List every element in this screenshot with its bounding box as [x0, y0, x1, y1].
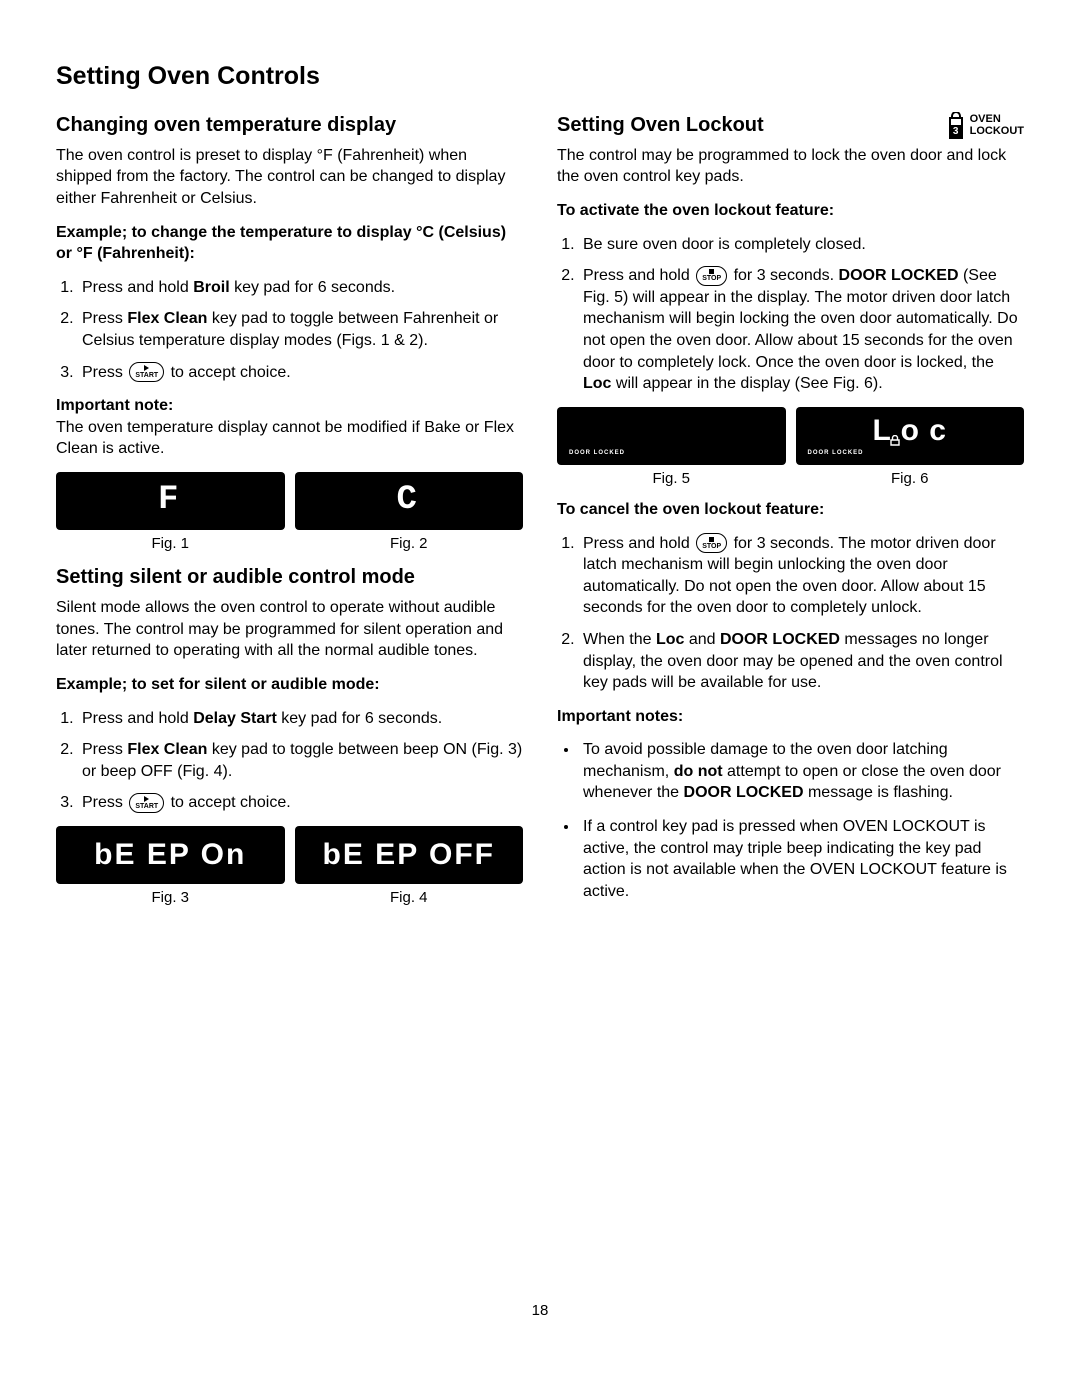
heading-silent-mode: Setting silent or audible control mode: [56, 564, 523, 591]
important-notes-label: Important notes:: [557, 706, 1024, 728]
display-beep-on: bE EP On: [56, 826, 285, 884]
page-title: Setting Oven Controls: [56, 60, 1024, 94]
fig-1-2-row: F Fig. 1 C Fig. 2: [56, 472, 523, 554]
silent-example-label: Example; to set for silent or audible mo…: [56, 674, 523, 696]
activate-steps: Be sure oven door is completely closed. …: [557, 234, 1024, 395]
temp-step-1: Press and hold Broil key pad for 6 secon…: [78, 277, 523, 299]
fig-3-4-row: bE EP On Fig. 3 bE EP OFF Fig. 4: [56, 826, 523, 908]
display-beep-off: bE EP OFF: [295, 826, 524, 884]
badge-text: OVEN LOCKOUT: [970, 113, 1024, 137]
display-door-locked: DOOR LOCKED: [557, 407, 786, 465]
cancel-label: To cancel the oven lockout feature:: [557, 499, 1024, 521]
lockout-intro: The control may be programmed to lock th…: [557, 145, 1024, 188]
note-1: To avoid possible damage to the oven doo…: [579, 739, 1024, 804]
page-number: 18: [56, 1301, 1024, 1321]
start-keypad-icon: START: [129, 362, 164, 382]
activate-step-2: Press and hold STOP for 3 seconds. DOOR …: [579, 265, 1024, 395]
important-note: Important note: The oven temperature dis…: [56, 395, 523, 460]
fig-5-6-row: DOOR LOCKED Fig. 5 L o c DOOR LOCKED Fig…: [557, 407, 1024, 489]
silent-step-2: Press Flex Clean key pad to toggle betwe…: [78, 739, 523, 782]
cancel-steps: Press and hold STOP for 3 seconds. The m…: [557, 533, 1024, 694]
fig-1-caption: Fig. 1: [151, 534, 189, 554]
silent-step-3: Press START to accept choice.: [78, 792, 523, 814]
temp-steps: Press and hold Broil key pad for 6 secon…: [56, 277, 523, 383]
start-keypad-icon: START: [129, 793, 164, 813]
fig-4-caption: Fig. 4: [390, 888, 428, 908]
note-2: If a control key pad is pressed when OVE…: [579, 816, 1024, 902]
silent-step-1: Press and hold Delay Start key pad for 6…: [78, 708, 523, 730]
two-column-layout: Changing oven temperature display The ov…: [56, 112, 1024, 915]
temp-step-2: Press Flex Clean key pad to toggle betwe…: [78, 308, 523, 351]
activate-label: To activate the oven lockout feature:: [557, 200, 1024, 222]
temp-step-3: Press START to accept choice.: [78, 362, 523, 384]
display-f: F: [56, 472, 285, 530]
fig-3: bE EP On Fig. 3: [56, 826, 285, 908]
cancel-step-2: When the Loc and DOOR LOCKED messages no…: [579, 629, 1024, 694]
fig-2: C Fig. 2: [295, 472, 524, 554]
fig-6: L o c DOOR LOCKED Fig. 6: [796, 407, 1025, 489]
silent-intro: Silent mode allows the oven control to o…: [56, 597, 523, 662]
fig-5-caption: Fig. 5: [652, 469, 690, 489]
fig-6-caption: Fig. 6: [891, 469, 929, 489]
right-column: 3 OVEN LOCKOUT Setting Oven Lockout The …: [557, 112, 1024, 915]
heading-temp-display: Changing oven temperature display: [56, 112, 523, 139]
oven-lockout-badge: 3 OVEN LOCKOUT: [948, 112, 1024, 139]
temp-intro: The oven control is preset to display °F…: [56, 145, 523, 210]
display-loc: L o c DOOR LOCKED: [796, 407, 1025, 465]
lock-icon: [890, 413, 900, 459]
temp-example-label: Example; to change the temperature to di…: [56, 222, 523, 265]
fig-1: F Fig. 1: [56, 472, 285, 554]
cancel-step-1: Press and hold STOP for 3 seconds. The m…: [579, 533, 1024, 619]
important-notes-list: To avoid possible damage to the oven doo…: [557, 739, 1024, 902]
left-column: Changing oven temperature display The ov…: [56, 112, 523, 915]
fig-4: bE EP OFF Fig. 4: [295, 826, 524, 908]
fig-2-caption: Fig. 2: [390, 534, 428, 554]
silent-steps: Press and hold Delay Start key pad for 6…: [56, 708, 523, 814]
activate-step-1: Be sure oven door is completely closed.: [579, 234, 1024, 256]
fig-5: DOOR LOCKED Fig. 5: [557, 407, 786, 489]
lock-icon: 3: [948, 112, 964, 139]
fig-3-caption: Fig. 3: [151, 888, 189, 908]
stop-keypad-icon: STOP: [696, 533, 727, 553]
stop-keypad-icon: STOP: [696, 266, 727, 286]
display-c: C: [295, 472, 524, 530]
